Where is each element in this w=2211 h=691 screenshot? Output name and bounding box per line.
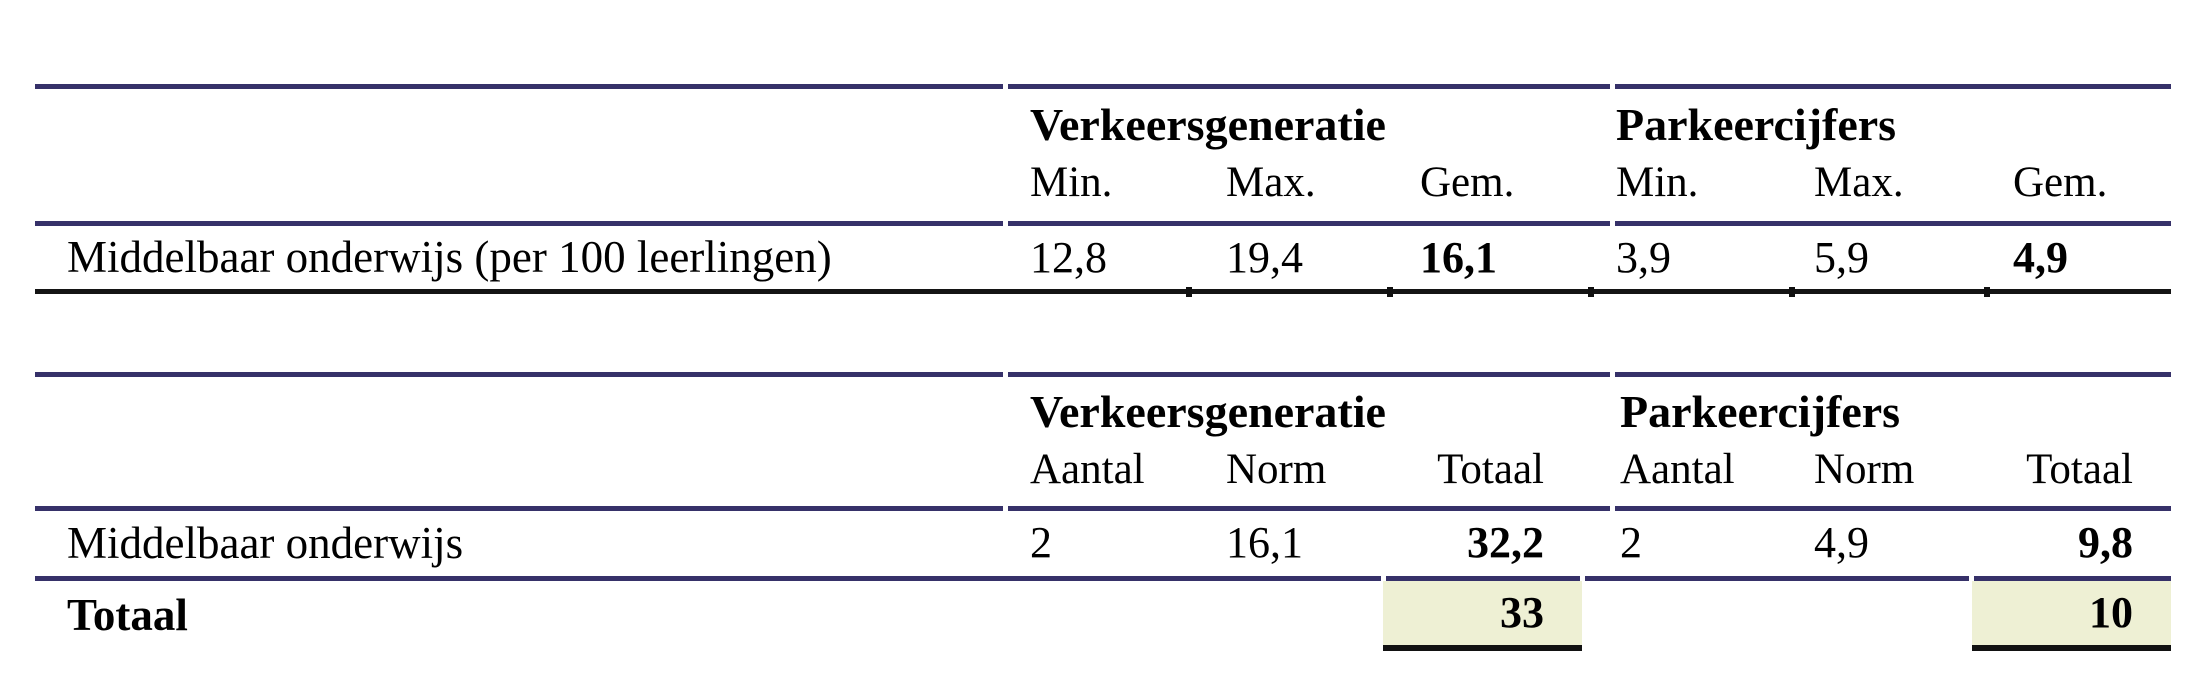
t1-group-verkeersgeneratie: Verkeersgeneratie: [1030, 98, 1386, 150]
t2-value-totaal-verkeer: 32,2: [1467, 518, 1544, 568]
table-border-rule: [1008, 372, 1610, 377]
t1-value-gem-parkeer: 4,9: [2013, 232, 2068, 282]
t1-group-parkeercijfers: Parkeercijfers: [1616, 98, 1897, 150]
t2-total-verkeersgeneratie: 33: [1383, 581, 1582, 651]
column-tick: [1984, 287, 1990, 297]
table-row: Middelbaar onderwijs 2 16,1 32,2 2 4,9 9…: [35, 512, 2171, 575]
table-border-rule: [1974, 576, 2171, 581]
table-border-rule: [35, 289, 2171, 294]
t1-value-min-verkeer: 12,8: [1030, 232, 1107, 282]
table-border-rule: [35, 221, 1003, 226]
table-row: Middelbaar onderwijs (per 100 leerlingen…: [35, 227, 2171, 289]
table-border-rule: [35, 372, 1003, 377]
empty-cell: [1030, 581, 1226, 651]
t2-sub-totaal-verkeer: Totaal: [1437, 446, 1544, 494]
sub-header-row: Min. Max. Gem. Min. Max. Gem.: [35, 152, 2171, 214]
table-border-rule: [1585, 576, 1969, 581]
sub-header-row: Aantal Norm Totaal Aantal Norm Totaal: [35, 439, 2171, 501]
t1-value-gem-verkeer: 16,1: [1420, 232, 1497, 282]
t2-group-verkeersgeneratie: Verkeersgeneratie: [1030, 385, 1386, 437]
t2-total-parkeercijfers: 10: [1972, 581, 2171, 651]
t2-row-label: Middelbaar onderwijs: [67, 517, 464, 568]
column-tick: [1387, 287, 1393, 297]
t1-value-max-parkeer: 5,9: [1814, 232, 1869, 282]
empty-corner-cell: [35, 152, 1030, 214]
table-border-rule: [1386, 576, 1580, 581]
empty-corner-cell: [35, 439, 1030, 501]
t2-value-norm-verkeer: 16,1: [1226, 518, 1303, 568]
table-border-rule: [1008, 84, 1610, 89]
t2-group-parkeercijfers: Parkeercijfers: [1620, 385, 1901, 437]
t1-sub-min-verkeer: Min.: [1030, 159, 1113, 207]
table-border-rule: [1615, 221, 2171, 226]
empty-cell: [1582, 581, 1814, 651]
column-tick: [1789, 287, 1795, 297]
total-row: Totaal 33 10: [35, 581, 2171, 651]
table-border-rule: [35, 84, 1003, 89]
table-border-rule: [1008, 221, 1610, 226]
t2-sub-aantal-parkeer: Aantal: [1620, 446, 1735, 494]
table-border-rule: [1615, 84, 2171, 89]
t2-sub-norm-parkeer: Norm: [1814, 446, 1915, 494]
empty-cell: [1226, 581, 1383, 651]
table-border-rule: [35, 506, 1003, 511]
t2-value-norm-parkeer: 4,9: [1814, 518, 1869, 568]
t1-value-min-parkeer: 3,9: [1616, 232, 1671, 282]
t2-value-aantal-verkeer: 2: [1030, 518, 1052, 568]
table-border-rule: [1008, 506, 1610, 511]
table-border-rule: [1615, 372, 2171, 377]
group-header-row: Verkeersgeneratie Parkeercijfers: [35, 89, 2171, 152]
column-tick: [1186, 287, 1192, 297]
t1-sub-gem-parkeer: Gem.: [2013, 159, 2108, 207]
t1-sub-max-parkeer: Max.: [1814, 159, 1904, 207]
t1-sub-max-verkeer: Max.: [1226, 159, 1316, 207]
t2-value-totaal-parkeer: 9,8: [2078, 518, 2133, 568]
table-border-rule: [1615, 506, 2171, 511]
table-border-rule: [35, 576, 1381, 581]
t1-row-label: Middelbaar onderwijs (per 100 leerlingen…: [67, 232, 832, 283]
empty-cell: [1814, 581, 1972, 651]
t1-value-max-verkeer: 19,4: [1226, 232, 1303, 282]
empty-corner-cell: [35, 89, 1030, 152]
empty-corner-cell: [35, 377, 1030, 439]
t1-sub-min-parkeer: Min.: [1616, 159, 1699, 207]
t2-sub-totaal-parkeer: Totaal: [2026, 446, 2133, 494]
t2-total-label: Totaal: [67, 590, 188, 641]
t2-sub-aantal-verkeer: Aantal: [1030, 446, 1145, 494]
t2-value-aantal-parkeer: 2: [1620, 518, 1642, 568]
t2-sub-norm-verkeer: Norm: [1226, 446, 1327, 494]
column-tick: [1588, 287, 1594, 297]
group-header-row: Verkeersgeneratie Parkeercijfers: [35, 377, 2171, 439]
t1-sub-gem-verkeer: Gem.: [1420, 159, 1515, 207]
